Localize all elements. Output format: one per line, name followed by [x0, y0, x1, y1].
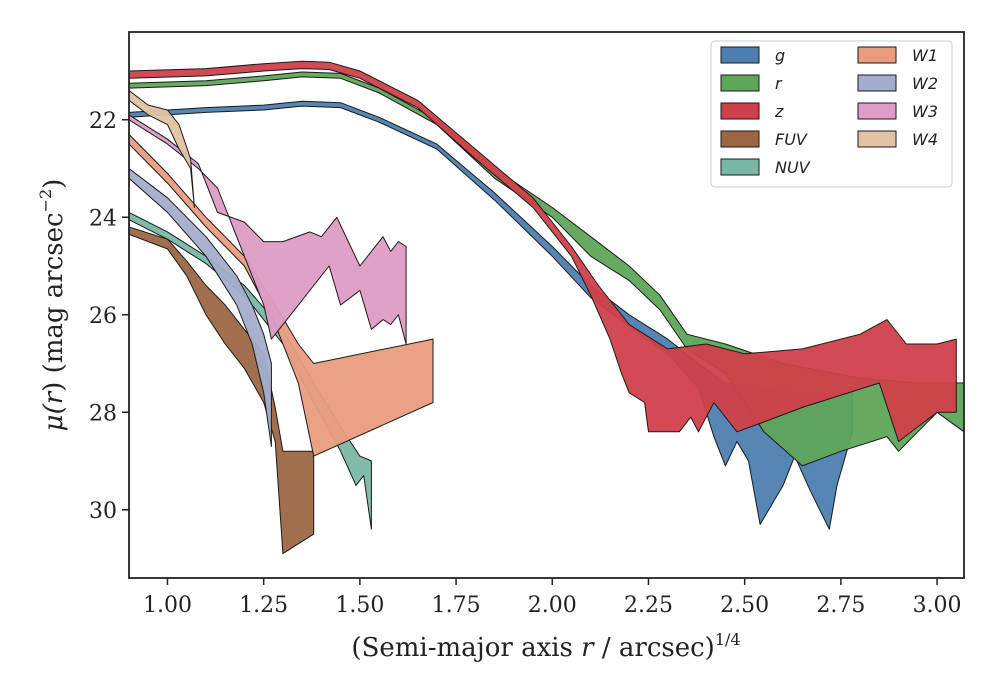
- series-band-w1: [129, 133, 434, 457]
- legend-swatch-w4: [857, 130, 897, 148]
- legend-label-w2: W2: [912, 74, 938, 93]
- legend-swatch-r: [720, 74, 760, 92]
- y-tick-label: 30: [89, 499, 117, 524]
- legend-label-r: r: [775, 74, 783, 93]
- legend-swatch-w3: [857, 102, 897, 120]
- legend-swatch-nuv: [720, 158, 760, 176]
- x-tick-label: 2.75: [816, 593, 865, 618]
- x-tick-label: 3.00: [913, 593, 962, 618]
- series-band-z: [129, 60, 957, 442]
- x-tick-label: 2.50: [720, 593, 769, 618]
- series-band-g: [129, 100, 853, 530]
- x-tick-label: 1.50: [335, 593, 384, 618]
- y-tick-label: 24: [89, 206, 117, 231]
- x-tick-label: 1.25: [239, 593, 288, 618]
- y-tick-label: 28: [89, 401, 117, 426]
- legend-swatch-w2: [857, 74, 897, 92]
- series-layer: [129, 60, 964, 555]
- y-tick-label: 26: [89, 304, 117, 329]
- x-tick-label: 2.00: [528, 593, 577, 618]
- legend-label-z: z: [774, 102, 784, 121]
- series-band-w2: [129, 168, 272, 447]
- y-tick-label: 22: [89, 109, 117, 134]
- plot-frame: [128, 31, 965, 579]
- x-tick-label: 2.25: [624, 593, 673, 618]
- legend-label-g: g: [775, 46, 785, 65]
- series-band-w4: [129, 90, 195, 208]
- x-axis-label: (Semi-major axis r / arcsec)1/4: [351, 630, 740, 663]
- legend-label-w1: W1: [912, 46, 938, 65]
- legend-swatch-z: [720, 102, 760, 120]
- legend-swatch-g: [720, 46, 760, 64]
- series-band-nuv: [129, 211, 372, 530]
- series-band-fuv: [129, 226, 315, 555]
- legend-swatch-w1: [857, 46, 897, 64]
- legend-label-w3: W3: [912, 102, 938, 121]
- legend-entries: grz FUV NUV W1 W2 W3 W4: [720, 46, 938, 177]
- x-tick-label: 1.75: [432, 593, 481, 618]
- legend-label-nuv: NUV: [775, 158, 811, 177]
- legend: grz FUV NUV W1 W2 W3 W4: [710, 40, 953, 188]
- legend-label-fuv: FUV: [775, 130, 808, 149]
- legend-swatch-fuv: [720, 130, 760, 148]
- x-tick-label: 1.00: [143, 593, 192, 618]
- legend-label-w4: W4: [912, 130, 938, 149]
- series-band-w3: [129, 114, 407, 345]
- tick-layer: 1.00 1.25 1.50 1.75 2.00 2.25 2.50 2.75 3.00 22 24…: [89, 109, 962, 618]
- y-axis-label: μ(r) (mag arcsec−2): [36, 179, 69, 432]
